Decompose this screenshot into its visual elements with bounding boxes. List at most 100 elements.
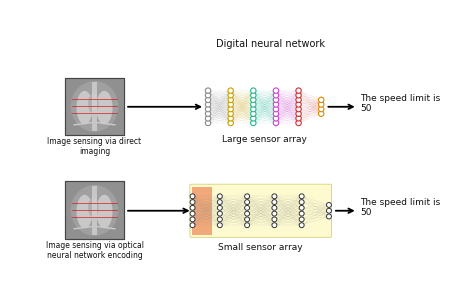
Circle shape [319,102,324,107]
FancyBboxPatch shape [190,184,332,237]
Circle shape [273,111,279,116]
Circle shape [205,92,211,98]
Circle shape [218,217,222,222]
Circle shape [205,106,211,112]
Circle shape [273,92,279,98]
Text: The speed limit is
50: The speed limit is 50 [360,94,440,114]
Circle shape [296,88,301,93]
Bar [65,77,124,135]
Circle shape [205,102,211,107]
Circle shape [205,120,211,126]
Circle shape [251,116,256,121]
Bar [65,181,124,239]
Circle shape [299,205,304,210]
Circle shape [205,111,211,116]
Circle shape [296,111,301,116]
Ellipse shape [88,197,99,218]
Circle shape [327,214,331,219]
Circle shape [319,97,324,103]
Circle shape [245,223,250,228]
Circle shape [251,120,256,126]
Circle shape [273,116,279,121]
Circle shape [273,106,279,112]
Circle shape [319,111,324,116]
Ellipse shape [76,91,93,124]
Circle shape [228,111,233,116]
Circle shape [272,217,277,222]
Circle shape [272,200,277,204]
Ellipse shape [96,91,112,124]
Circle shape [319,106,324,112]
Circle shape [299,217,304,222]
Circle shape [228,97,233,103]
Bar [92,82,97,131]
Circle shape [228,116,233,121]
Circle shape [190,217,195,222]
Circle shape [251,88,256,93]
Text: Digital neural network: Digital neural network [216,39,325,49]
Circle shape [205,116,211,121]
Circle shape [205,88,211,93]
Bar [192,187,212,235]
Bar [65,181,124,239]
Circle shape [218,200,222,204]
Text: Image sensing via direct
imaging: Image sensing via direct imaging [47,137,142,156]
Ellipse shape [71,81,118,132]
Circle shape [251,102,256,107]
Circle shape [273,88,279,93]
Circle shape [228,88,233,93]
Circle shape [296,106,301,112]
Circle shape [273,97,279,103]
Ellipse shape [88,93,99,114]
Circle shape [327,203,331,207]
Text: The speed limit is
50: The speed limit is 50 [360,198,440,217]
Circle shape [218,211,222,216]
Circle shape [245,200,250,204]
Circle shape [228,92,233,98]
Bar [92,186,97,235]
Circle shape [299,194,304,199]
Circle shape [228,120,233,126]
Circle shape [190,194,195,199]
Text: Large sensor array: Large sensor array [222,135,307,144]
Circle shape [296,92,301,98]
Circle shape [272,211,277,216]
Text: Image sensing via optical
neural network encoding: Image sensing via optical neural network… [46,241,144,260]
Circle shape [272,194,277,199]
Text: Small sensor array: Small sensor array [219,243,303,252]
Circle shape [296,116,301,121]
Circle shape [251,97,256,103]
Circle shape [251,106,256,112]
Circle shape [218,223,222,228]
Circle shape [190,223,195,228]
Ellipse shape [71,185,118,236]
Circle shape [299,211,304,216]
Circle shape [299,223,304,228]
Circle shape [299,200,304,204]
Circle shape [245,217,250,222]
Circle shape [296,97,301,103]
Circle shape [218,194,222,199]
Circle shape [245,211,250,216]
Circle shape [228,102,233,107]
Circle shape [273,120,279,126]
Circle shape [205,97,211,103]
Circle shape [218,205,222,210]
Circle shape [273,102,279,107]
Bar [65,77,124,135]
Circle shape [190,205,195,210]
Circle shape [296,120,301,126]
Circle shape [228,106,233,112]
Circle shape [245,194,250,199]
Bar [65,77,124,135]
Circle shape [251,111,256,116]
Circle shape [251,92,256,98]
Ellipse shape [76,195,93,228]
Circle shape [296,102,301,107]
Bar [65,181,124,239]
Circle shape [272,223,277,228]
Circle shape [245,205,250,210]
Circle shape [190,200,195,204]
Circle shape [190,211,195,216]
Circle shape [272,205,277,210]
